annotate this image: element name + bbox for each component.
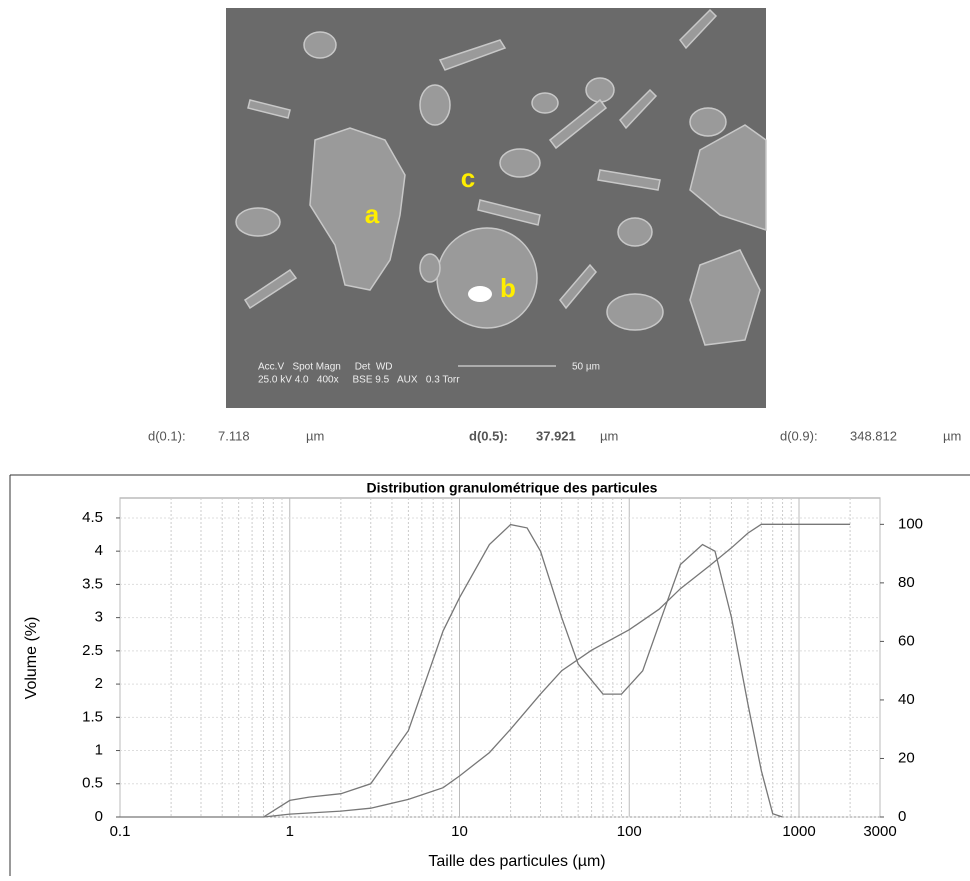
y-tick-label: 4 [95, 542, 103, 559]
y2-tick-label: 60 [898, 632, 915, 649]
summary-value: 348.812 [850, 428, 897, 443]
y-tick-label: 2.5 [82, 642, 103, 659]
series-line [120, 523, 783, 818]
y-axis-label: Volume (%) [23, 617, 40, 700]
y2-tick-label: 0 [898, 808, 906, 825]
y-tick-label: 1.5 [82, 708, 103, 725]
y-tick-label: 1 [95, 742, 103, 759]
summary-unit: µm [600, 428, 618, 443]
y2-tick-label: 20 [898, 749, 915, 766]
x-tick-label: 0.1 [110, 823, 131, 840]
x-axis-label: Taille des particules (µm) [428, 853, 605, 870]
region-label: c [461, 163, 475, 193]
sem-image: a b c Acc.V Spot Magn Det WD 25.0 kV 4.0… [226, 8, 767, 408]
summary-label: d(0.9): [780, 428, 818, 443]
plot-frame [119, 497, 881, 818]
summary-label: d(0.5): [469, 428, 508, 443]
particles [235, 8, 767, 346]
bright-spot [468, 286, 492, 302]
plot: 0.1 1 10 100 1000 300000.511.522.533.544.5020… [82, 497, 923, 840]
chart-title: Distribution granulométrique des particu… [367, 480, 658, 496]
x-tick-label: 3000 [863, 823, 896, 840]
y2-tick-label: 80 [898, 574, 915, 591]
summary-unit: µm [306, 428, 324, 443]
series-line [263, 523, 851, 818]
y2-tick-label: 100 [898, 515, 923, 532]
x-tick-label: 10 [451, 823, 468, 840]
y-tick-label: 3 [95, 609, 103, 626]
x-tick-label: 1 [286, 823, 294, 840]
x-tick-label: 1000 [782, 823, 815, 840]
y-tick-label: 2 [95, 675, 103, 692]
region-label: a [365, 199, 380, 229]
region-label: b [500, 273, 516, 303]
sem-info: 25.0 kV 4.0 400x BSE 9.5 AUX 0.3 Torr [258, 375, 460, 386]
summary-value: 37.921 [536, 428, 576, 443]
y-tick-label: 0.5 [82, 775, 103, 792]
sem-info: Acc.V Spot Magn Det WD [258, 362, 393, 373]
x-tick-label: 100 [617, 823, 642, 840]
y-tick-label: 4.5 [82, 509, 103, 526]
summary-label: d(0.1): [148, 428, 186, 443]
summary-value: 7.118 [218, 428, 250, 443]
y2-tick-label: 40 [898, 691, 915, 708]
y-tick-label: 3.5 [82, 575, 103, 592]
y-tick-label: 0 [95, 808, 103, 825]
scale-label: 50 µm [572, 362, 600, 373]
summary: d(0.1): 7.118 µm d(0.5): 37.921 µm d(0.9… [148, 428, 961, 443]
summary-unit: µm [943, 428, 961, 443]
